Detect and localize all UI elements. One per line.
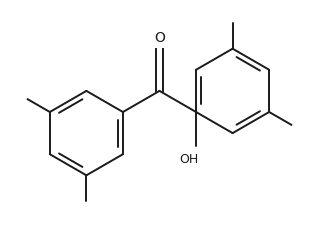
Text: OH: OH (179, 152, 199, 165)
Text: O: O (154, 31, 165, 45)
